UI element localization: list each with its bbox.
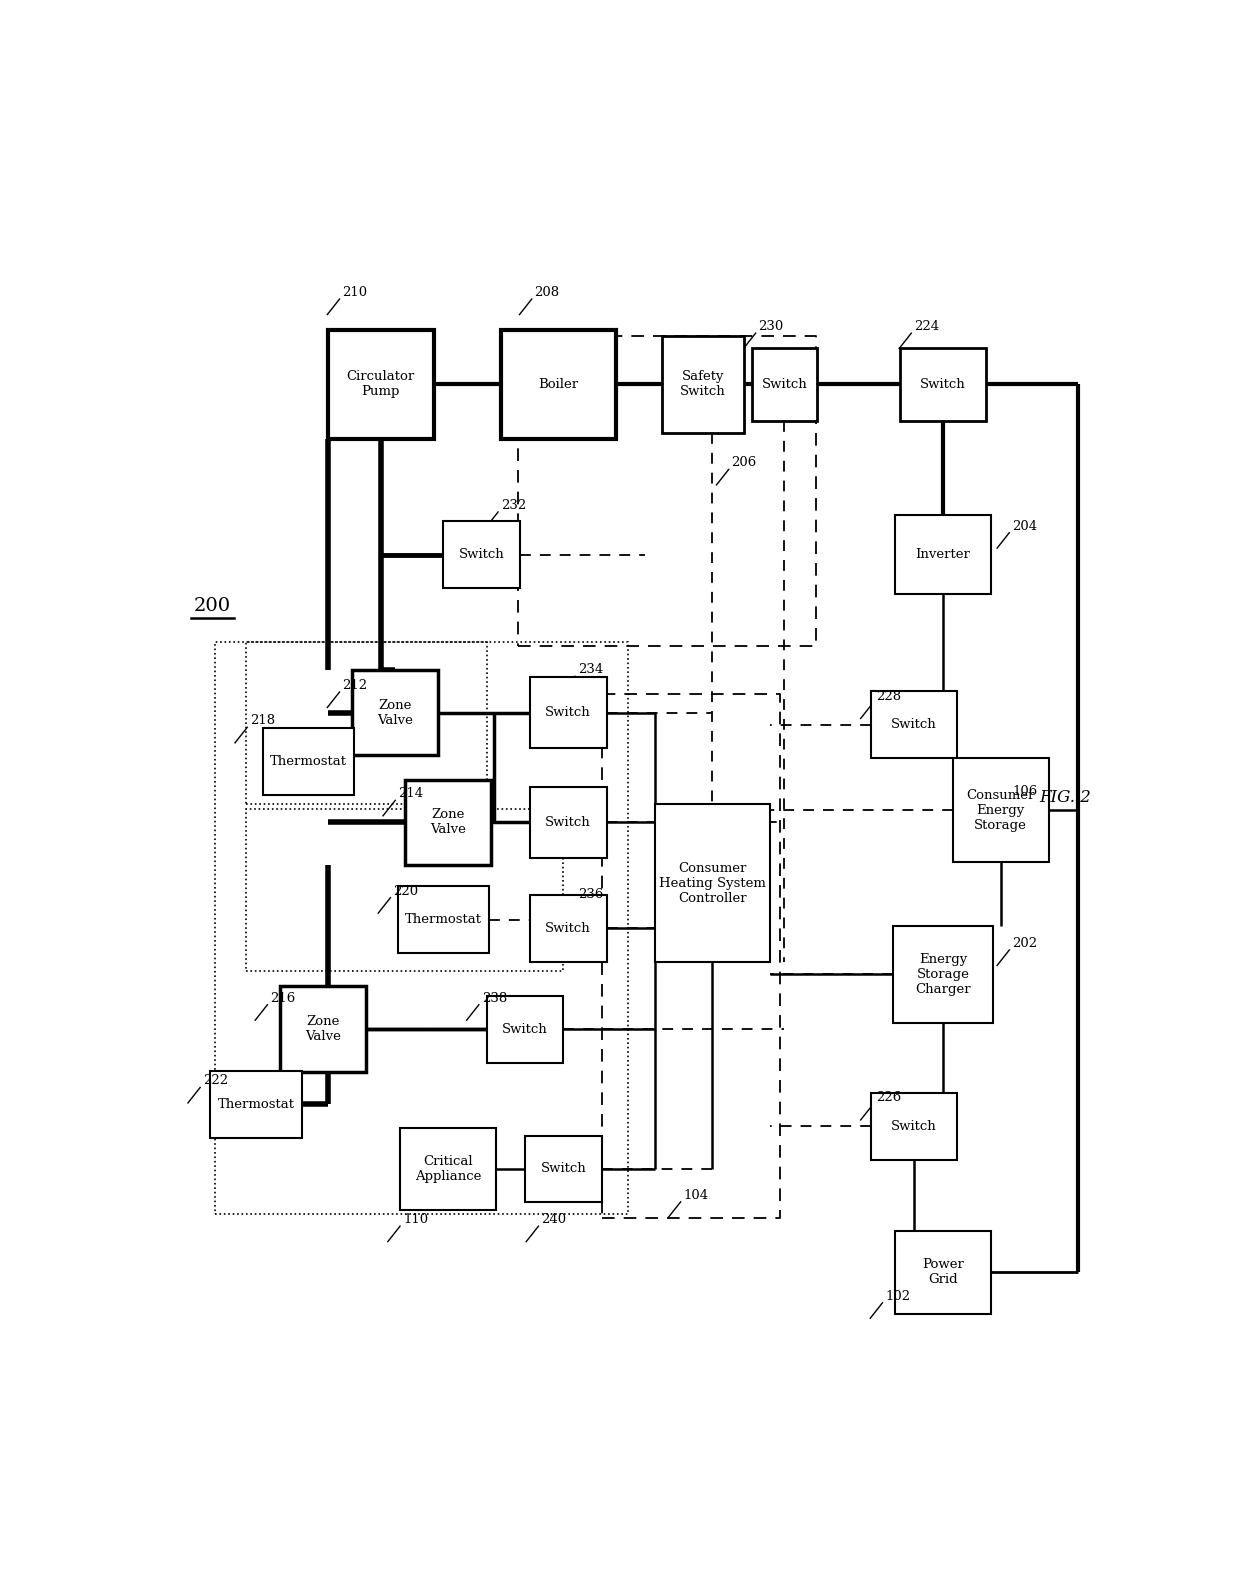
Text: Safety
Switch: Safety Switch bbox=[680, 370, 725, 398]
Text: Thermostat: Thermostat bbox=[404, 913, 482, 926]
FancyBboxPatch shape bbox=[529, 678, 606, 747]
FancyBboxPatch shape bbox=[327, 330, 434, 439]
Text: Thermostat: Thermostat bbox=[217, 1098, 294, 1111]
Text: Switch: Switch bbox=[546, 706, 591, 719]
FancyBboxPatch shape bbox=[280, 986, 367, 1071]
Text: 102: 102 bbox=[885, 1289, 910, 1304]
FancyBboxPatch shape bbox=[352, 670, 439, 755]
FancyBboxPatch shape bbox=[211, 1071, 301, 1138]
Text: 234: 234 bbox=[578, 664, 603, 676]
FancyBboxPatch shape bbox=[952, 758, 1049, 861]
FancyBboxPatch shape bbox=[263, 728, 355, 795]
Text: Energy
Storage
Charger: Energy Storage Charger bbox=[915, 953, 971, 995]
Text: Zone
Valve: Zone Valve bbox=[377, 698, 413, 727]
Text: 214: 214 bbox=[398, 787, 423, 801]
Text: Switch: Switch bbox=[541, 1163, 587, 1176]
Text: 110: 110 bbox=[403, 1213, 428, 1226]
Text: 208: 208 bbox=[534, 286, 559, 299]
Text: 204: 204 bbox=[1012, 520, 1038, 532]
FancyBboxPatch shape bbox=[893, 926, 993, 1022]
Text: 106: 106 bbox=[1012, 785, 1038, 798]
FancyBboxPatch shape bbox=[525, 1136, 601, 1202]
Text: 206: 206 bbox=[732, 457, 756, 469]
Text: 210: 210 bbox=[342, 286, 367, 299]
FancyBboxPatch shape bbox=[404, 779, 491, 864]
Text: Critical
Appliance: Critical Appliance bbox=[415, 1155, 481, 1183]
FancyBboxPatch shape bbox=[401, 1128, 496, 1210]
Text: Thermostat: Thermostat bbox=[270, 755, 347, 768]
FancyBboxPatch shape bbox=[486, 995, 563, 1062]
FancyBboxPatch shape bbox=[900, 348, 986, 420]
FancyBboxPatch shape bbox=[751, 348, 817, 420]
Text: 240: 240 bbox=[542, 1213, 567, 1226]
Text: Consumer
Energy
Storage: Consumer Energy Storage bbox=[966, 788, 1035, 831]
Text: 226: 226 bbox=[875, 1092, 901, 1104]
Text: Switch: Switch bbox=[502, 1022, 548, 1035]
Text: Consumer
Heating System
Controller: Consumer Heating System Controller bbox=[658, 861, 766, 905]
Text: Power
Grid: Power Grid bbox=[923, 1258, 963, 1286]
Text: 218: 218 bbox=[250, 714, 275, 727]
Text: 236: 236 bbox=[578, 888, 603, 901]
Text: Inverter: Inverter bbox=[915, 548, 971, 561]
Text: Switch: Switch bbox=[761, 378, 807, 390]
FancyBboxPatch shape bbox=[529, 787, 606, 858]
Text: 238: 238 bbox=[481, 992, 507, 1005]
FancyBboxPatch shape bbox=[444, 521, 521, 588]
FancyBboxPatch shape bbox=[529, 894, 606, 962]
Text: Switch: Switch bbox=[459, 548, 505, 561]
FancyBboxPatch shape bbox=[398, 886, 489, 953]
FancyBboxPatch shape bbox=[655, 804, 770, 962]
FancyBboxPatch shape bbox=[895, 515, 991, 594]
Text: Switch: Switch bbox=[546, 815, 591, 830]
Text: FIG. 2: FIG. 2 bbox=[1039, 790, 1091, 806]
FancyBboxPatch shape bbox=[501, 330, 616, 439]
Text: 230: 230 bbox=[759, 321, 784, 333]
Text: Circulator
Pump: Circulator Pump bbox=[347, 370, 415, 398]
Text: 224: 224 bbox=[914, 321, 940, 333]
Text: Switch: Switch bbox=[546, 921, 591, 935]
Text: Zone
Valve: Zone Valve bbox=[305, 1014, 341, 1043]
Text: 232: 232 bbox=[501, 499, 526, 512]
FancyBboxPatch shape bbox=[662, 335, 744, 433]
Text: Zone
Valve: Zone Valve bbox=[430, 809, 466, 836]
Text: Switch: Switch bbox=[920, 378, 966, 390]
Text: Switch: Switch bbox=[892, 719, 937, 732]
Text: 104: 104 bbox=[683, 1188, 709, 1202]
Text: 220: 220 bbox=[393, 885, 418, 897]
Text: 228: 228 bbox=[875, 690, 901, 703]
Text: 212: 212 bbox=[342, 679, 367, 692]
Text: 216: 216 bbox=[270, 992, 295, 1005]
Text: 200: 200 bbox=[193, 597, 231, 615]
Text: Boiler: Boiler bbox=[538, 378, 579, 390]
FancyBboxPatch shape bbox=[870, 1093, 957, 1160]
Text: 222: 222 bbox=[203, 1074, 228, 1087]
FancyBboxPatch shape bbox=[895, 1231, 991, 1313]
Text: 202: 202 bbox=[1012, 937, 1038, 950]
Text: Switch: Switch bbox=[892, 1120, 937, 1133]
FancyBboxPatch shape bbox=[870, 692, 957, 758]
